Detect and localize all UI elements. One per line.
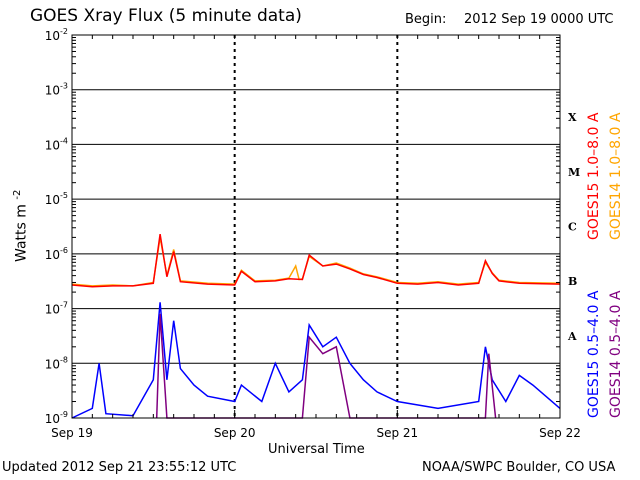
series-line (155, 313, 497, 419)
flare-class-label: C (568, 221, 577, 234)
flare-class-label: M (568, 166, 580, 179)
y-tick-label: 10-7 (45, 301, 68, 317)
y-tick-label: 10-9 (45, 410, 68, 426)
y-tick-label: 10-8 (45, 355, 68, 371)
series-line (71, 237, 561, 287)
flare-class-label: A (567, 330, 577, 343)
x-tick-label: Sep 22 (539, 426, 581, 440)
x-tick-label: Sep 19 (51, 426, 93, 440)
y-tick-label: 10-2 (45, 27, 68, 43)
legend-goes15-short: GOES15 0.5–4.0 A (586, 290, 602, 418)
series-line (71, 233, 561, 288)
flare-class-label: X (568, 111, 577, 124)
y-tick-label: 10-3 (45, 82, 68, 98)
credit-text: NOAA/SWPC Boulder, CO USA (422, 460, 616, 475)
x-tick-label: Sep 21 (376, 426, 418, 440)
legend-goes14-short: GOES14 0.5–4.0 A (608, 290, 624, 418)
plot-frame (71, 34, 561, 419)
series-layer (71, 233, 561, 419)
legend-goes15-long: GOES15 1.0–8.0 A (586, 112, 602, 240)
y-axis-label-exponent: -2 (12, 189, 23, 200)
begin-value: 2012 Sep 19 0000 UTC (464, 12, 614, 27)
y-axis-label-text: Watts m (13, 204, 30, 262)
x-axis-label: Universal Time (268, 442, 365, 457)
y-tick-label: 10-5 (45, 191, 68, 207)
chart-title: GOES Xray Flux (5 minute data) (30, 6, 302, 26)
y-tick-label: 10-6 (45, 246, 68, 262)
legend-goes14-long: GOES14 1.0–8.0 A (608, 112, 624, 240)
grid-layer (72, 34, 560, 419)
series-line (71, 302, 561, 419)
begin-label: Begin: (405, 12, 447, 27)
x-tick-label: Sep 20 (214, 426, 256, 440)
y-axis-label: Watts m -2 (12, 190, 30, 262)
y-tick-label: 10-4 (45, 136, 68, 152)
updated-timestamp: Updated 2012 Sep 21 23:55:12 UTC (2, 460, 237, 475)
flare-class-label: B (568, 275, 577, 288)
